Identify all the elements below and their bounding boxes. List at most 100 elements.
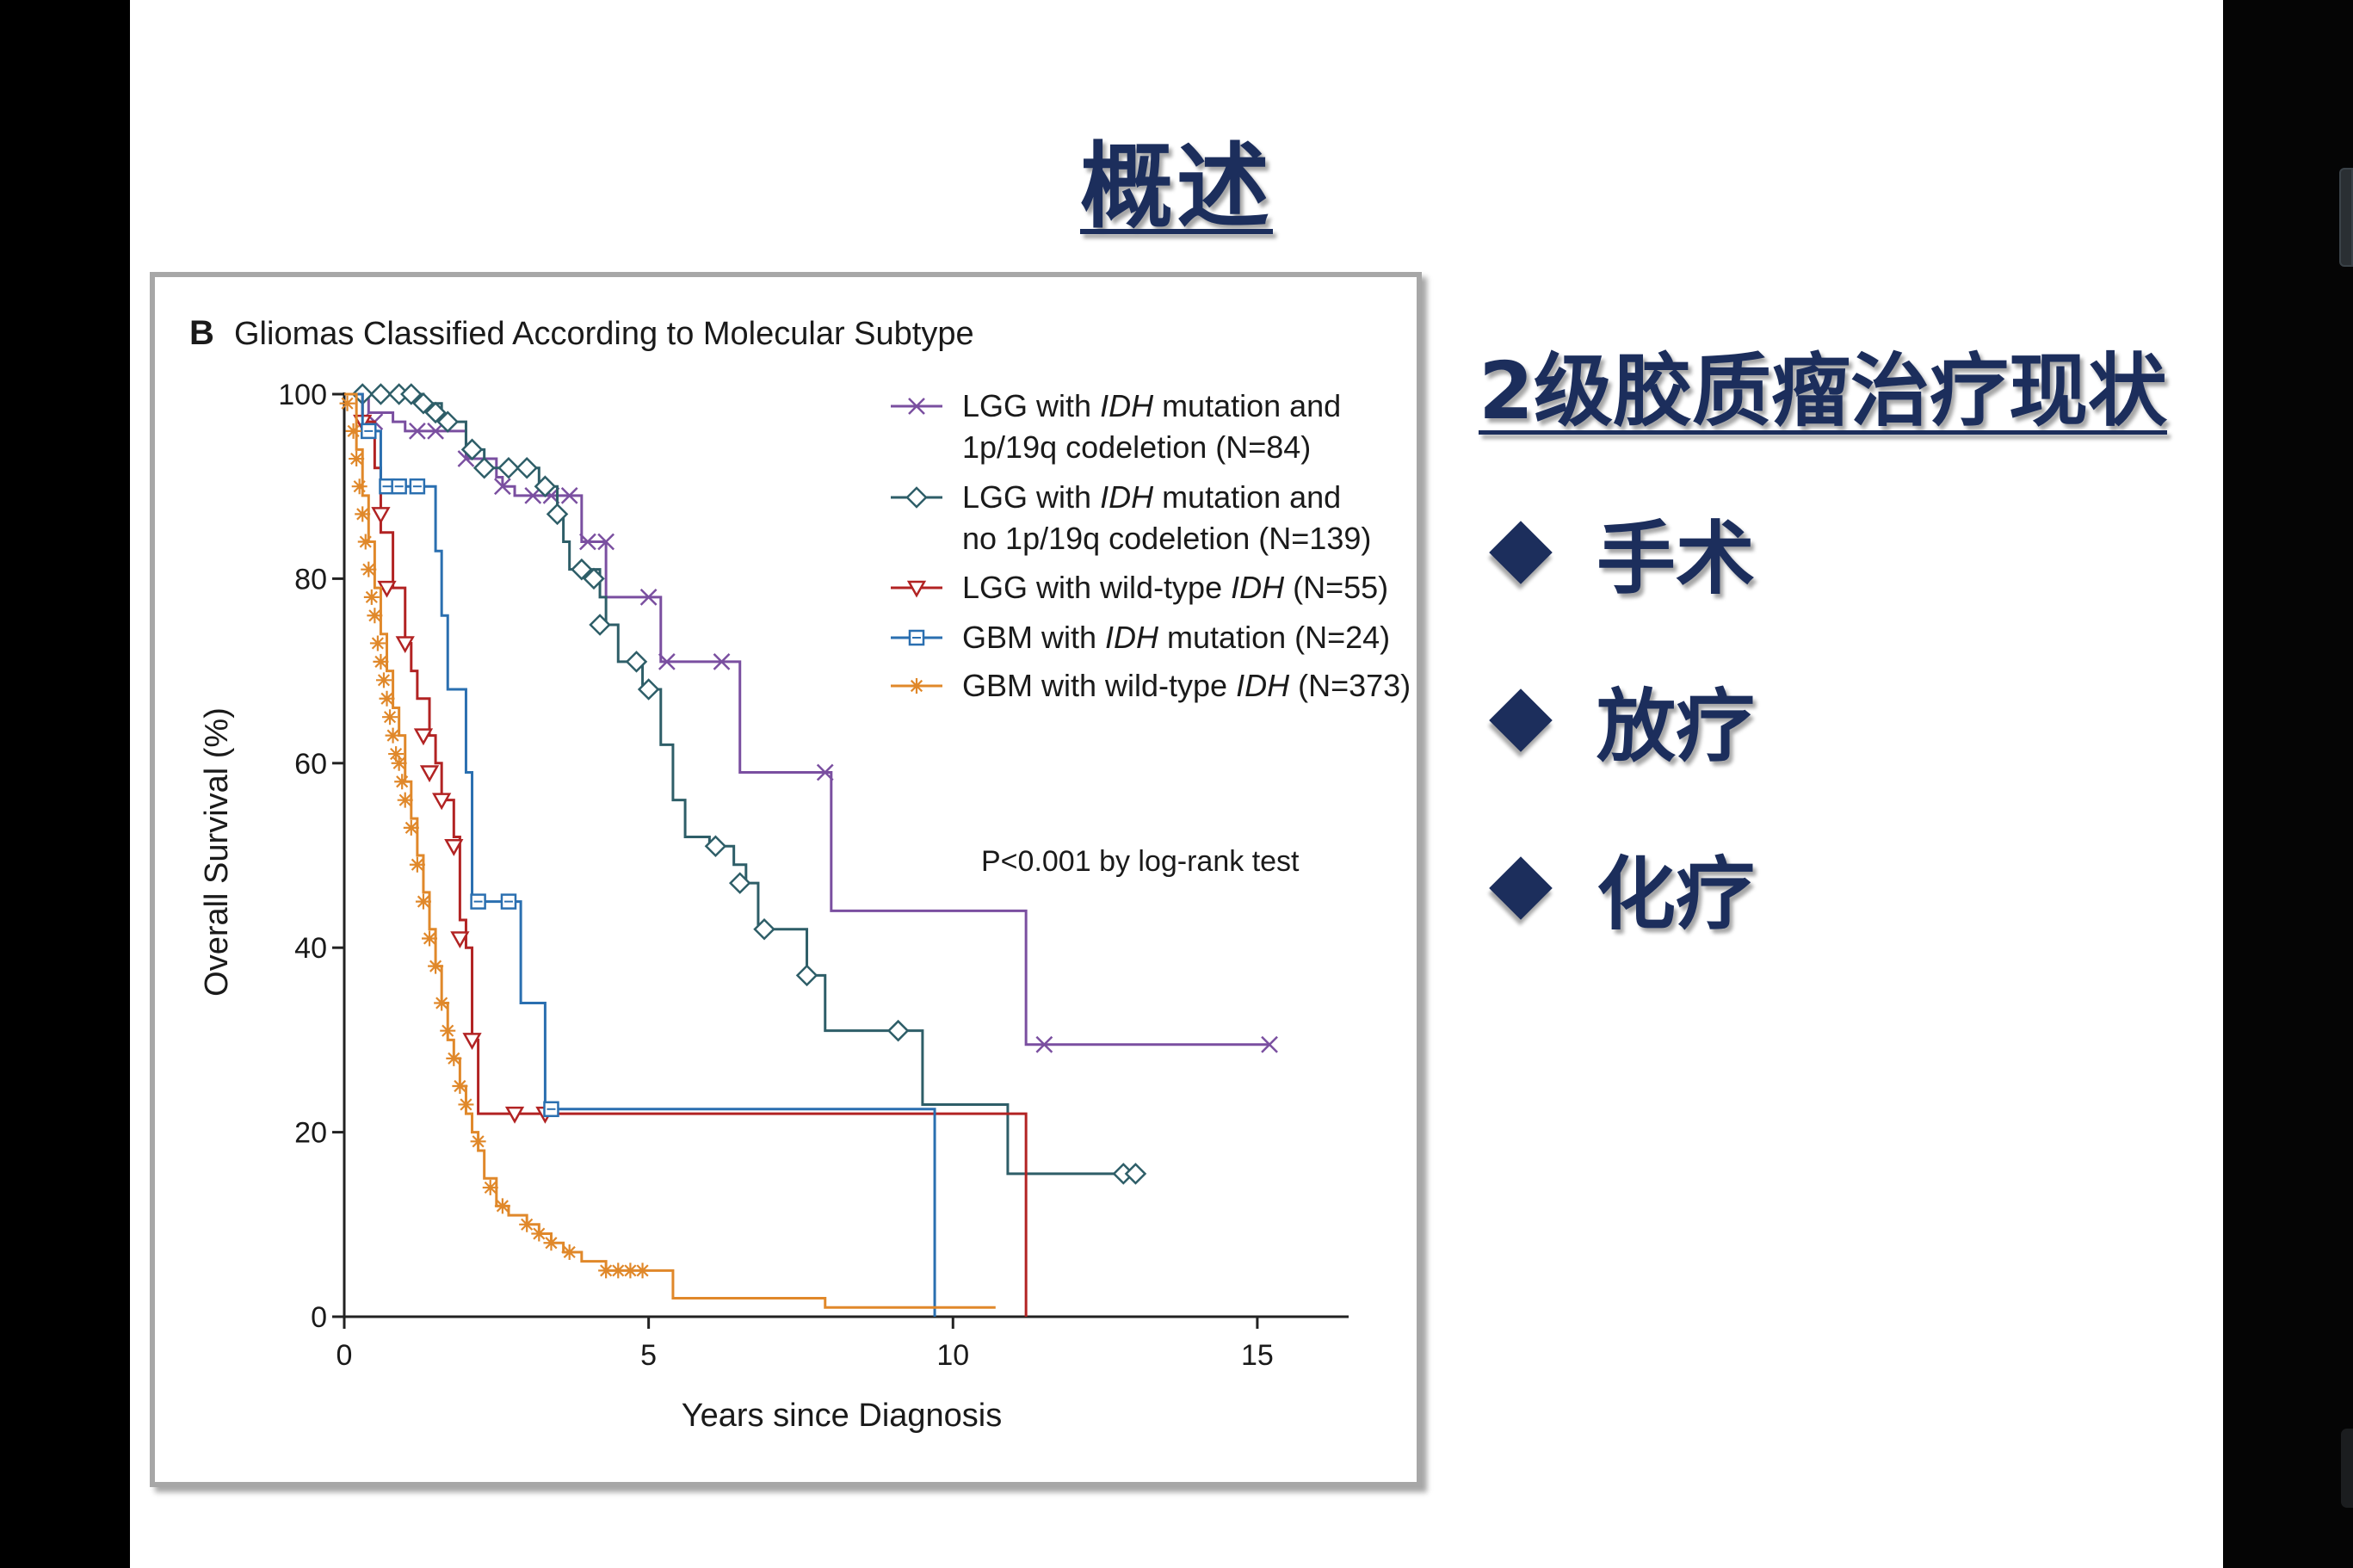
series-2-point (377, 580, 397, 598)
marker-stroke (351, 478, 367, 495)
bullet-item-surgery: 手术 (1483, 495, 1755, 609)
marker-stroke (397, 792, 413, 808)
series-1-point (728, 872, 751, 894)
marker-stroke (394, 774, 411, 790)
legend-4-label: GBM with wild-type IDH (N=373) (962, 668, 1411, 703)
series-1-point (704, 835, 727, 858)
marker-stroke (639, 588, 658, 606)
series-1-point (886, 1019, 910, 1042)
series-1-point (516, 456, 538, 479)
marker-shape (905, 486, 928, 509)
series-4-point (391, 755, 407, 771)
marker-stroke (379, 690, 395, 707)
series-0-point (579, 533, 596, 551)
marker-shape (369, 383, 392, 405)
series-4-point (385, 727, 401, 744)
y-axis-label: Overall Survival (%) (199, 707, 235, 997)
series-1-point (795, 964, 818, 987)
marker-stroke (349, 451, 365, 467)
series-3-point (379, 478, 395, 495)
marker-stroke (494, 478, 511, 496)
legend-0-label: LGG with IDH mutation and (962, 388, 1341, 423)
marker-shape (534, 475, 557, 497)
slide-title: 概述 (1079, 133, 1273, 241)
legend-label-part: GBM with wild-type (962, 668, 1236, 703)
y-tick-label: 0 (311, 1301, 327, 1334)
series-1-point (369, 383, 392, 405)
series-2-point (504, 1106, 525, 1124)
legend-1-label: LGG with IDH mutation and (962, 479, 1341, 515)
marker-shape (419, 765, 440, 783)
survival-chart: B Gliomas Classified According to Molecu… (189, 314, 1411, 1434)
legend-1-label-line2: no 1p/19q codeletion (N=139) (962, 521, 1371, 556)
marker-stroke (415, 893, 431, 910)
series-4-point (369, 635, 386, 651)
y-tick-label: 100 (278, 379, 327, 411)
series-4-point (446, 1050, 462, 1066)
series-4-point (434, 995, 450, 1011)
marker-stroke (482, 1179, 498, 1195)
x-axis-label: Years since Diagnosis (682, 1398, 1002, 1434)
marker-stroke (363, 589, 380, 605)
marker-stroke (367, 608, 383, 624)
series-1-point (412, 392, 435, 415)
series-0-point (639, 588, 658, 606)
marker-stroke (373, 653, 389, 670)
series-4-point (598, 1262, 614, 1279)
legend-label-part: mutation and (1153, 479, 1341, 515)
marker-shape (504, 1106, 525, 1124)
marker-shape (432, 793, 452, 811)
marker-shape (704, 835, 727, 858)
marker-stroke (355, 506, 371, 522)
marker-stroke (452, 1078, 468, 1094)
legend-3-label: GBM with IDH mutation (N=24) (962, 620, 1390, 655)
series-2-point (462, 1033, 482, 1050)
series-2-point (395, 636, 415, 653)
chart-legend: LGG with IDH mutation and 1p/19q codeleti… (891, 388, 1411, 703)
series-4-point (531, 1225, 547, 1242)
legend-label-part: LGG with (962, 388, 1100, 423)
marker-stroke (391, 755, 407, 771)
series-4-point (351, 478, 367, 495)
series-0-point (560, 487, 578, 504)
marker-shape (571, 558, 593, 581)
marker-stroke (408, 422, 426, 440)
legend-3-swatch-marker (908, 629, 925, 646)
marker-shape (906, 580, 927, 598)
marker-stroke (816, 763, 834, 781)
series-3-point (500, 893, 517, 910)
marker-stroke (560, 487, 578, 504)
marker-stroke (409, 856, 425, 873)
series-4-point (388, 746, 405, 762)
bullet-label: 放疗 (1596, 681, 1756, 773)
side-panel-toggle[interactable] (2341, 1429, 2353, 1508)
series-4-point (363, 589, 380, 605)
series-1-point (753, 917, 775, 941)
series-1-point (472, 456, 496, 479)
series-3-point (470, 893, 486, 910)
scrollbar-handle[interactable] (2339, 168, 2353, 267)
marker-shape (400, 383, 423, 405)
x-tick-label: 15 (1241, 1339, 1274, 1372)
marker-stroke (579, 533, 596, 551)
legend-label-part: IDH (1100, 479, 1154, 515)
legend-2-swatch-marker (906, 580, 927, 598)
series-4-point (440, 1022, 456, 1039)
series-3-point (391, 478, 407, 495)
legend-4-swatch-marker (909, 678, 924, 694)
legend-0-label-line2: 1p/19q codeletion (N=84) (962, 429, 1311, 465)
series-1-point (571, 558, 593, 581)
marker-shape (424, 401, 447, 424)
marker-stroke (458, 1096, 474, 1113)
series-1-point (534, 475, 557, 497)
marker-stroke (382, 709, 398, 725)
y-tick-label: 20 (294, 1117, 327, 1150)
marker-shape (412, 392, 435, 415)
series-1-point (1124, 1163, 1147, 1185)
series-4-point (355, 506, 371, 522)
marker-stroke (531, 1225, 547, 1242)
series-0-point (408, 422, 426, 440)
marker-stroke (470, 1133, 486, 1150)
series-2-point (450, 931, 470, 949)
diamond-bullet-icon (1489, 688, 1553, 752)
